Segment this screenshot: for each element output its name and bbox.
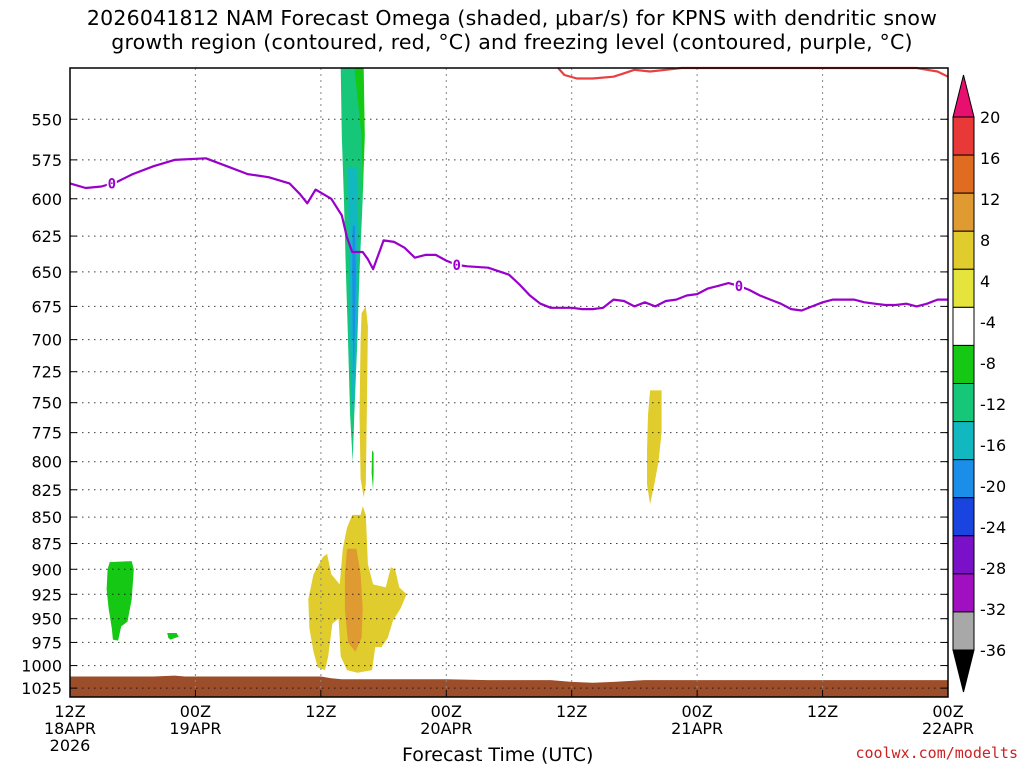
x-tick-label-0: 12Z — [54, 702, 85, 721]
y-tick-label-850: 850 — [31, 508, 62, 527]
x-tick-label-24: 12Z — [305, 702, 336, 721]
x-tick-date-0: 18APR — [44, 719, 96, 738]
omega-region-7 — [359, 306, 368, 498]
colorbar-top-arrow — [952, 74, 975, 118]
colorbar-label-2: 12 — [980, 190, 1000, 209]
omega-region-9 — [344, 548, 363, 652]
y-tick-label-1025: 1025 — [21, 679, 62, 698]
colorbar-swatch-6 — [952, 344, 975, 384]
colorbar-label-9: -20 — [980, 477, 1006, 496]
credit-text: coolwx.com/modelts — [855, 744, 1018, 762]
chart-title: 2026041812 NAM Forecast Omega (shaded, μ… — [86, 6, 938, 54]
omega-region-6 — [167, 633, 179, 640]
x-tick-label-60: 00Z — [681, 702, 712, 721]
colorbar-label-4: 4 — [980, 272, 990, 291]
colorbar-label-11: -28 — [980, 559, 1006, 578]
colorbar-swatch-3 — [952, 230, 975, 270]
dgz-contour — [557, 66, 949, 80]
y-tick-label-825: 825 — [31, 481, 62, 500]
colorbar-swatch-10 — [952, 497, 975, 537]
colorbar-label-7: -12 — [980, 395, 1006, 414]
y-tick-label-550: 550 — [31, 110, 62, 129]
colorbar-swatch-12 — [952, 573, 975, 613]
grid-lines — [70, 68, 948, 697]
x-tick-label-36: 00Z — [431, 702, 462, 721]
freezing-level-contour — [69, 157, 948, 312]
freezing-label-bg-1 — [451, 256, 462, 272]
y-tick-label-700: 700 — [31, 331, 62, 350]
omega-region-4 — [371, 450, 374, 490]
colorbar-label-10: -24 — [980, 518, 1006, 537]
colorbar-label-3: 8 — [980, 231, 990, 250]
x-tick-date-12: 19APR — [169, 719, 221, 738]
omega-region-3 — [354, 68, 365, 199]
omega-shading — [106, 68, 662, 673]
y-tick-label-900: 900 — [31, 560, 62, 579]
terrain-layer — [70, 675, 948, 697]
x-tick-year-0: 2026 — [50, 736, 91, 755]
colorbar-swatch-9 — [952, 459, 975, 499]
colorbar-label-13: -36 — [980, 641, 1006, 660]
y-tick-label-675: 675 — [31, 297, 62, 316]
freezing-level-label-1: 0 — [453, 258, 461, 274]
colorbar-swatch-1 — [952, 154, 975, 194]
y-tick-label-750: 750 — [31, 394, 62, 413]
y-tick-label-975: 975 — [31, 633, 62, 652]
y-tick-label-650: 650 — [31, 263, 62, 282]
colorbar-bottom-arrow — [952, 649, 975, 693]
colorbar-swatch-8 — [952, 421, 975, 461]
omega-region-5 — [106, 561, 134, 641]
y-tick-label-600: 600 — [31, 190, 62, 209]
colorbar-label-0: 20 — [980, 108, 1000, 127]
colorbar-swatch-11 — [952, 535, 975, 575]
y-tick-label-800: 800 — [31, 453, 62, 472]
plot-frame — [69, 67, 949, 698]
contour-lines: 0 0 0 — [69, 66, 949, 312]
colorbar-label-1: 16 — [980, 149, 1000, 168]
colorbar: 20 16 12 8 4 -4 -8 -12 -16 -20 -24 -28 -32 -36 — [952, 74, 1006, 693]
colorbar-swatch-4 — [952, 268, 975, 308]
colorbar-label-6: -8 — [980, 354, 996, 373]
x-tick-label-72: 12Z — [807, 702, 838, 721]
y-tick-label-775: 775 — [31, 424, 62, 443]
colorbar-label-8: -16 — [980, 436, 1006, 455]
y-tick-label-625: 625 — [31, 227, 62, 246]
colorbar-label-12: -32 — [980, 600, 1006, 619]
y-tick-label-1000: 1000 — [21, 657, 62, 676]
y-tick-label-875: 875 — [31, 535, 62, 554]
colorbar-swatch-2 — [952, 192, 975, 232]
x-tick-date-60: 21APR — [671, 719, 723, 738]
colorbar-swatch-7 — [952, 383, 975, 423]
y-tick-label-575: 575 — [31, 151, 62, 170]
freezing-label-bg-2 — [733, 277, 744, 293]
x-axis-title: Forecast Time (UTC) — [402, 744, 594, 766]
y-tick-label-950: 950 — [31, 610, 62, 629]
colorbar-swatch-13 — [952, 611, 975, 651]
x-tick-date-84: 22APR — [922, 719, 974, 738]
freezing-level-label-2: 0 — [735, 279, 743, 295]
terrain-fill — [70, 675, 948, 697]
colorbar-swatch-0 — [952, 116, 975, 156]
x-tick-label-12: 00Z — [180, 702, 211, 721]
x-tick-date-36: 20APR — [420, 719, 472, 738]
freezing-label-bg-0 — [106, 175, 117, 191]
x-tick-label-48: 12Z — [556, 702, 587, 721]
colorbar-label-5: -4 — [980, 313, 996, 332]
colorbar-swatch-5 — [952, 306, 975, 346]
freezing-level-label-0: 0 — [108, 176, 116, 192]
axes: 550 575 600 625 650 675 700 725 750 775 800 825 850 8… — [21, 67, 974, 755]
y-tick-label-925: 925 — [31, 585, 62, 604]
omega-region-10 — [647, 390, 662, 505]
y-tick-label-725: 725 — [31, 363, 62, 382]
x-tick-label-84: 00Z — [932, 702, 963, 721]
